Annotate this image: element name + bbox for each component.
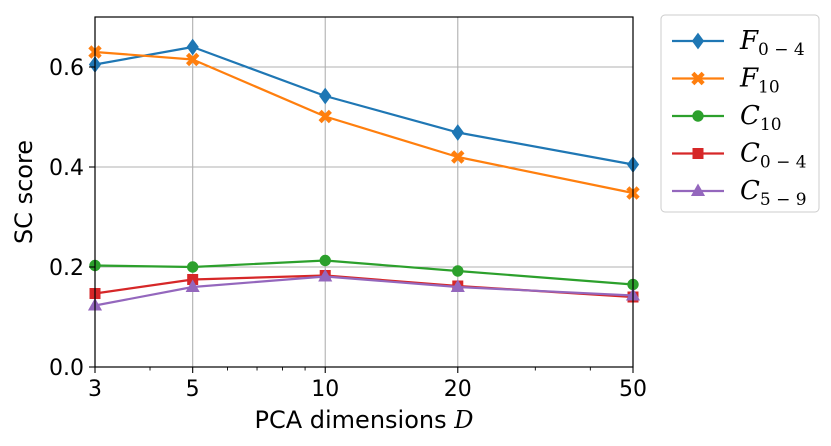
data-point bbox=[185, 52, 200, 67]
plot-frame bbox=[94, 16, 634, 368]
legend-entry: F10 bbox=[672, 64, 780, 98]
x-tick-label: 20 bbox=[444, 377, 472, 402]
y-axis-label: SC score bbox=[10, 140, 38, 244]
series-line bbox=[94, 50, 634, 195]
y-tick-label: 0.0 bbox=[49, 356, 84, 381]
x-tick-label: 50 bbox=[619, 377, 647, 402]
legend-label-main: C bbox=[740, 101, 760, 131]
legend-label-main: F bbox=[739, 26, 759, 56]
series-2 bbox=[89, 254, 639, 291]
y-tick-label: 0.6 bbox=[49, 56, 84, 81]
data-point bbox=[319, 87, 332, 105]
legend-entry: C0 − 4 bbox=[672, 139, 807, 173]
data-point bbox=[185, 279, 200, 292]
data-point bbox=[450, 279, 465, 292]
legend-label-main: C bbox=[740, 139, 760, 169]
legend-label-main: C bbox=[740, 176, 760, 206]
data-point bbox=[318, 109, 332, 124]
y-tick-label: 0.4 bbox=[49, 156, 84, 181]
legend-label: F0 − 4 bbox=[739, 26, 805, 60]
legend-label-subscript: 0 − 4 bbox=[760, 153, 807, 173]
legend-swatch-marker bbox=[691, 71, 705, 86]
x-tick-label: 10 bbox=[311, 377, 339, 402]
series-layer bbox=[87, 38, 641, 311]
data-point bbox=[452, 265, 464, 277]
legend-swatch-marker bbox=[692, 110, 704, 122]
series-line bbox=[94, 45, 634, 166]
y-tick-label: 0.2 bbox=[49, 256, 84, 281]
legend-label: C5 − 9 bbox=[740, 176, 807, 210]
series-0 bbox=[88, 38, 640, 173]
data-point bbox=[186, 261, 199, 273]
legend-label: F10 bbox=[739, 64, 780, 98]
legend-label: C10 bbox=[740, 101, 782, 135]
series-4 bbox=[87, 268, 641, 311]
x-axis: 3 5 10 20 50 bbox=[88, 367, 647, 402]
legend-frame bbox=[660, 14, 820, 213]
legend-label-subscript: 5 − 9 bbox=[760, 190, 807, 210]
gridlines bbox=[94, 17, 634, 368]
x-tick-label: 5 bbox=[186, 377, 200, 402]
legend-swatch-marker bbox=[691, 32, 705, 50]
legend-label-subscript: 0 − 4 bbox=[758, 40, 805, 60]
legend-entry: C5 − 9 bbox=[672, 176, 807, 210]
x-axis-label: PCA dimensions D bbox=[255, 406, 474, 434]
legend-label-main: F bbox=[739, 64, 759, 94]
data-point bbox=[451, 150, 465, 164]
x-axis-variable: D bbox=[453, 406, 473, 434]
legend-entry: F0 − 4 bbox=[672, 26, 805, 60]
x-tick-label: 3 bbox=[88, 377, 102, 402]
legend-label-subscript: 10 bbox=[758, 78, 780, 98]
data-point bbox=[318, 268, 333, 282]
legend-swatch-marker bbox=[692, 148, 704, 159]
legend-label: C0 − 4 bbox=[740, 139, 807, 173]
data-point bbox=[451, 124, 464, 141]
legend-entry: C10 bbox=[672, 101, 782, 135]
legend-swatch-marker bbox=[690, 183, 706, 196]
data-point bbox=[186, 38, 199, 56]
y-axis: 0.0 0.2 0.4 0.6 bbox=[49, 56, 95, 381]
series-3 bbox=[89, 270, 639, 303]
series-1 bbox=[88, 45, 640, 200]
data-point bbox=[319, 254, 331, 267]
legend-label-subscript: 10 bbox=[760, 115, 782, 135]
